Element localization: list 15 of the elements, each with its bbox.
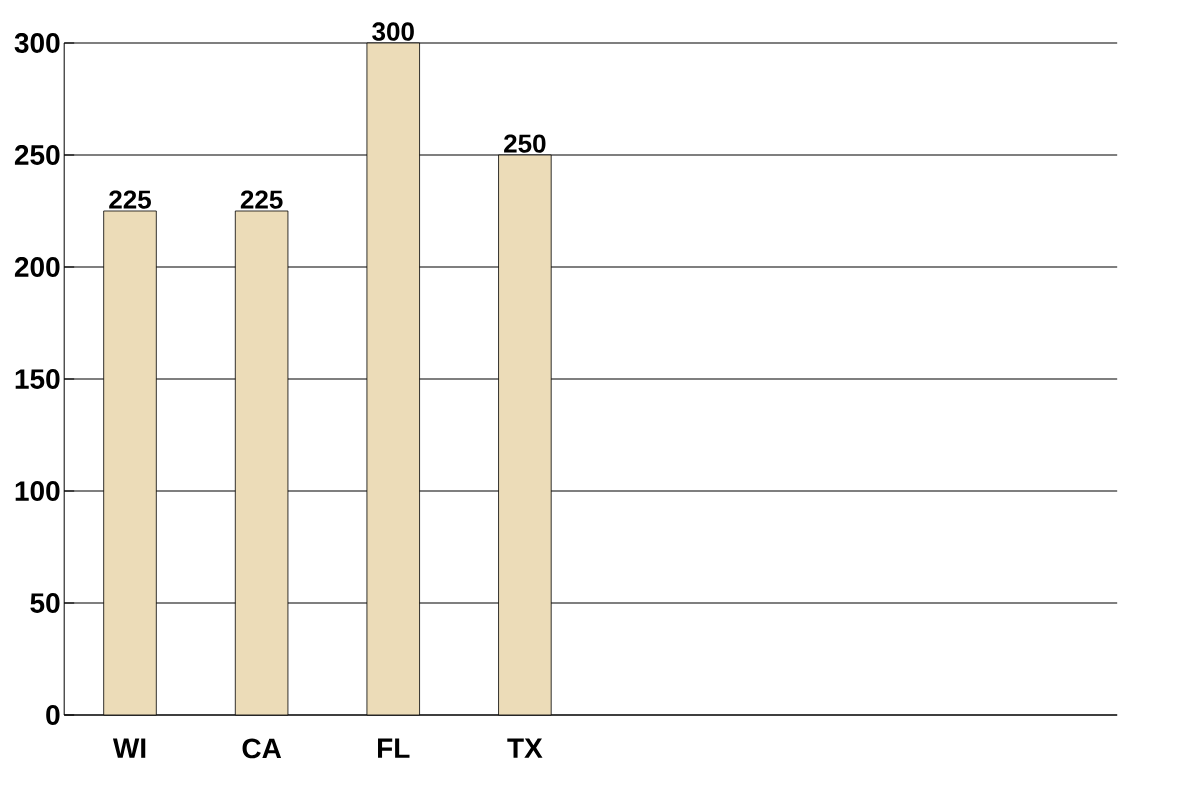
data-label: 225 (109, 190, 151, 209)
x-tick-label: CA (242, 738, 282, 759)
data-label: 250 (504, 134, 546, 153)
y-tick-label: 150 (15, 369, 60, 389)
y-tick-label: 100 (15, 481, 60, 501)
data-label: 225 (240, 190, 283, 209)
x-tick-label: WI (112, 738, 146, 758)
y-tick-label: 0 (46, 705, 60, 725)
y-tick-label: 300 (14, 33, 60, 53)
x-tick-label: FL (378, 738, 410, 758)
data-label: 300 (372, 22, 414, 41)
y-tick-label: 250 (14, 145, 60, 165)
y-tick-label: 50 (30, 593, 60, 613)
y-tick-label: 200 (14, 257, 60, 277)
x-tick-label: TX (507, 738, 543, 758)
